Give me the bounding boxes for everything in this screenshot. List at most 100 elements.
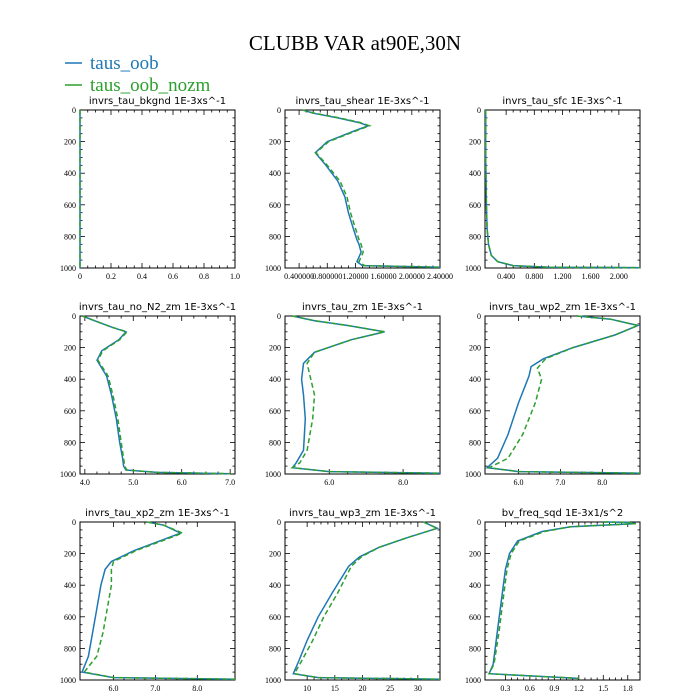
- chart-panel-4: invrs_tau_zm 1E-3xs^-1 0 200 400 600 800 1000 6…: [265, 302, 441, 487]
- series-line-taus-oob-nozm: [290, 315, 441, 474]
- series-line-taus-oob: [487, 521, 637, 680]
- y-tick-label: 400: [269, 375, 281, 384]
- panel-title: invrs_tau_shear 1E-3xs^-1: [296, 96, 430, 107]
- y-tick-label: 200: [269, 550, 281, 559]
- chart-panel-3: invrs_tau_no_N2_zm 1E-3xs^-10 200 400 600 80…: [60, 302, 236, 487]
- y-tick-label: 1000: [60, 264, 76, 273]
- y-tick-label: 400: [469, 169, 481, 178]
- chart-panel-7: invrs_tau_wp3_zm 1E-3xs^-1 0 200 400 600 800 1…: [265, 508, 441, 693]
- x-tick-label: 15: [331, 684, 339, 693]
- plot-frame: [284, 109, 441, 269]
- y-tick-label: 400: [469, 581, 481, 590]
- x-tick-label: 5.0: [128, 478, 138, 487]
- y-tick-label: 1000: [265, 676, 281, 685]
- x-tick-label: 0: [78, 272, 82, 281]
- y-tick-label: 200: [469, 344, 481, 353]
- x-tick-label: 10: [303, 684, 311, 693]
- y-tick-label: 1000: [60, 470, 76, 479]
- series-line-taus-oob: [302, 109, 441, 268]
- x-tick-label: 8.0: [192, 684, 202, 693]
- x-tick-label: 8.0: [597, 478, 607, 487]
- chart-panel-6: invrs_tau_xp2_zm 1E-3xs^-1 0 200 400 600 800 1…: [60, 508, 236, 693]
- y-tick-label: 800: [64, 644, 76, 653]
- y-tick-label: 0: [277, 518, 281, 527]
- figure-title: CLUBB VAR at90E,30N: [249, 31, 461, 55]
- chart-panel-5: invrs_tau_wp2_zm 1E-3xs^-1 0 200 400 600 800 1…: [465, 302, 641, 487]
- x-tick-label: 2.000: [610, 272, 628, 281]
- y-tick-label: 600: [469, 201, 481, 210]
- x-tick-label: 7.0: [225, 478, 235, 487]
- x-tick-label: 0.6: [168, 272, 178, 281]
- chart-panel-0: invrs_tau_bkgnd 1E-3xs^-1 0 200 400 600 800 10…: [60, 96, 240, 281]
- x-tick-label: 1.5: [598, 684, 608, 693]
- y-tick-label: 400: [64, 169, 76, 178]
- y-tick-label: 0: [277, 312, 281, 321]
- legend: taus_oob taus_oob_nozm: [65, 53, 211, 96]
- y-tick-label: 800: [469, 438, 481, 447]
- series-line-taus-oob-nozm: [484, 110, 641, 269]
- x-tick-label: 2.40000: [427, 272, 453, 281]
- y-tick-label: 800: [64, 232, 76, 241]
- series-line-taus-oob-nozm: [293, 521, 441, 680]
- y-tick-label: 1000: [465, 264, 481, 273]
- y-tick-label: 1000: [465, 470, 481, 479]
- x-tick-label: 6.0: [514, 478, 524, 487]
- chart-panel-8: bv_freq_sqd 1E-3x1/s^2 0 200 400 600 800 1000 0…: [465, 508, 641, 693]
- y-tick-label: 400: [269, 169, 281, 178]
- series-line-taus-oob-nozm: [487, 521, 637, 680]
- y-tick-label: 800: [269, 644, 281, 653]
- y-tick-label: 0: [477, 518, 481, 527]
- series-line-taus-oob-nozm: [82, 315, 231, 475]
- x-tick-label: 7.0: [555, 478, 565, 487]
- plot-frame: [284, 521, 441, 681]
- plot-frame: [484, 521, 641, 681]
- y-tick-label: 600: [64, 613, 76, 622]
- x-tick-label: 0.6: [525, 684, 535, 693]
- x-tick-label: 8.0: [398, 478, 408, 487]
- y-tick-label: 400: [64, 375, 76, 384]
- series-line-taus-oob-nozm: [82, 521, 236, 680]
- x-tick-label: 6.0: [324, 478, 334, 487]
- x-tick-label: 0.400000: [284, 272, 314, 281]
- y-tick-label: 400: [469, 375, 481, 384]
- y-tick-label: 200: [64, 344, 76, 353]
- y-tick-label: 0: [277, 106, 281, 115]
- panel-title: invrs_tau_no_N2_zm 1E-3xs^-1: [79, 302, 236, 313]
- plot-frame: [79, 315, 236, 475]
- chart-panel-1: invrs_tau_shear 1E-3xs^-1 0 200 400 600 800 10…: [265, 96, 453, 281]
- x-tick-label: 20: [359, 684, 367, 693]
- plot-frame: [79, 109, 236, 269]
- plot-frame: [79, 521, 236, 681]
- x-tick-label: 1.0: [230, 272, 240, 281]
- y-tick-label: 0: [477, 312, 481, 321]
- x-tick-label: 4.0: [80, 478, 90, 487]
- series-line-taus-oob-nozm: [486, 315, 641, 474]
- y-tick-label: 1000: [265, 470, 281, 479]
- plot-frame: [284, 315, 441, 475]
- y-tick-label: 200: [469, 550, 481, 559]
- panel-title: invrs_tau_sfc 1E-3xs^-1: [502, 96, 622, 107]
- y-tick-label: 200: [269, 344, 281, 353]
- panel-title: invrs_tau_wp3_zm 1E-3xs^-1: [289, 508, 436, 519]
- series-line-taus-oob-nozm: [302, 109, 441, 268]
- panel-title: invrs_tau_xp2_zm 1E-3xs^-1: [85, 508, 230, 519]
- y-tick-label: 200: [269, 138, 281, 147]
- y-tick-label: 800: [269, 438, 281, 447]
- x-tick-label: 0.3: [500, 684, 510, 693]
- y-tick-label: 400: [269, 581, 281, 590]
- series-line-taus-oob: [484, 110, 641, 269]
- y-tick-label: 800: [269, 232, 281, 241]
- y-tick-label: 200: [469, 138, 481, 147]
- plot-frame: [484, 109, 641, 269]
- x-tick-label: 0.4: [137, 272, 147, 281]
- y-tick-label: 600: [269, 613, 281, 622]
- y-tick-label: 200: [64, 138, 76, 147]
- x-tick-label: 1.60000: [371, 272, 397, 281]
- y-tick-label: 1000: [465, 676, 481, 685]
- x-tick-label: 1.600: [582, 272, 600, 281]
- y-tick-label: 800: [469, 644, 481, 653]
- y-tick-label: 0: [72, 312, 76, 321]
- y-tick-label: 600: [64, 407, 76, 416]
- x-tick-label: 6.0: [109, 684, 119, 693]
